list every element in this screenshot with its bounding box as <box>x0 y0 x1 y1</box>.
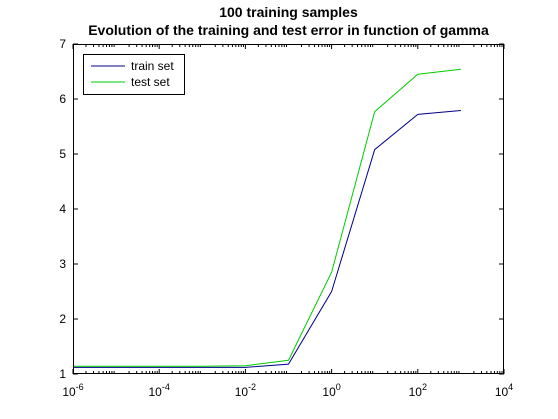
legend-label-0: train set <box>131 59 174 73</box>
x-tick-label-0: 10-6 <box>62 382 83 399</box>
x-tick-label-1: 10-4 <box>149 382 170 399</box>
chart-subtitle: Evolution of the training and test error… <box>88 22 489 38</box>
x-tick-label-4: 102 <box>409 382 427 399</box>
y-tick-label-4: 5 <box>59 147 66 161</box>
series-line-0 <box>73 110 461 368</box>
plot-area <box>73 44 504 374</box>
y-tick-label-2: 3 <box>59 257 66 271</box>
axes-layer: 10-6 10-4 10-2 100 102 104 1 2 3 4 5 6 7 <box>59 37 513 399</box>
series-layer <box>73 68 461 368</box>
x-tick-label-2: 10-2 <box>235 382 256 399</box>
y-tick-label-3: 4 <box>59 202 66 216</box>
y-tick-label-1: 2 <box>59 312 66 326</box>
legend-box <box>83 54 185 95</box>
legend-label-1: test set <box>131 75 170 89</box>
x-tick-label-5: 104 <box>495 382 513 399</box>
y-tick-label-0: 1 <box>59 367 66 381</box>
y-tick-label-6: 7 <box>59 37 66 51</box>
chart-title: 100 training samples <box>219 4 358 20</box>
legend: train set test set <box>83 54 185 95</box>
y-tick-label-5: 6 <box>59 92 66 106</box>
x-tick-label-3: 100 <box>322 382 340 399</box>
series-line-1 <box>73 68 461 367</box>
